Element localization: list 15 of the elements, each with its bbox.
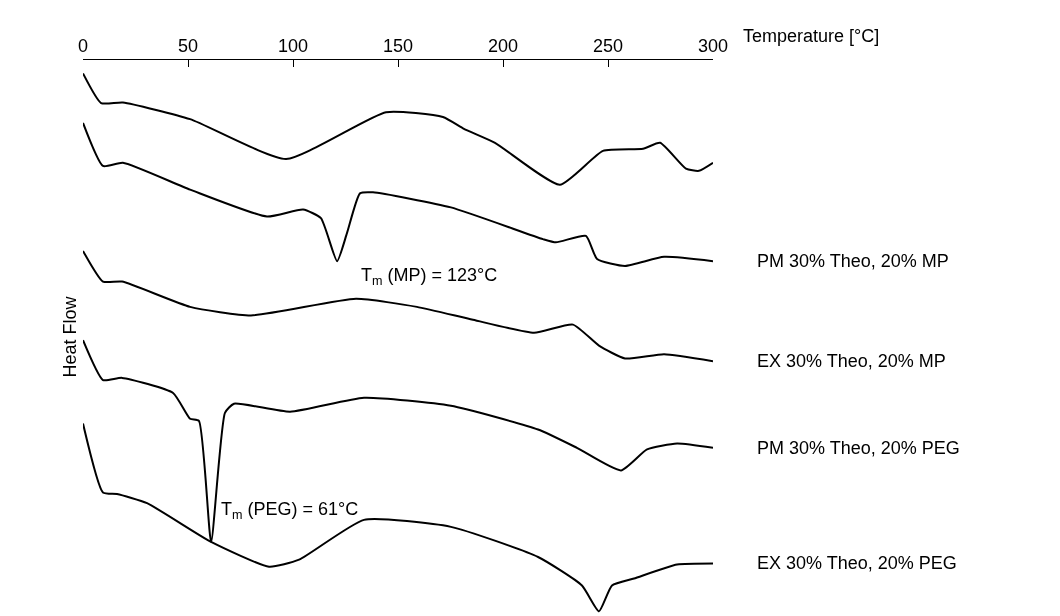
- x-tick-label: 200: [487, 35, 519, 56]
- annotation: T$_{m}$ (MP) = 123°C: [361, 265, 498, 288]
- x-tick-label: 0: [77, 35, 89, 56]
- x-tick-label: 100: [277, 35, 309, 56]
- annotation: T$_{m}$ (PEG) = 61°C: [221, 499, 359, 522]
- x-tick-label: 150: [382, 35, 414, 56]
- text: EX 30% Theo, 20% MP: [757, 351, 946, 371]
- text: PM 30% Theo, 20% PEG: [757, 438, 960, 458]
- x-tick-label: 300: [697, 35, 729, 56]
- text: EX 30% Theo, 20% PEG: [757, 553, 957, 573]
- text: PM 30% Theo, 20% MP: [757, 251, 949, 271]
- x-axis-title: Temperature [°C]: [743, 26, 880, 46]
- x-tick-label: 50: [177, 35, 199, 56]
- x-tick-label: 250: [592, 35, 624, 56]
- y-axis-title: Heat Flow: [60, 295, 81, 378]
